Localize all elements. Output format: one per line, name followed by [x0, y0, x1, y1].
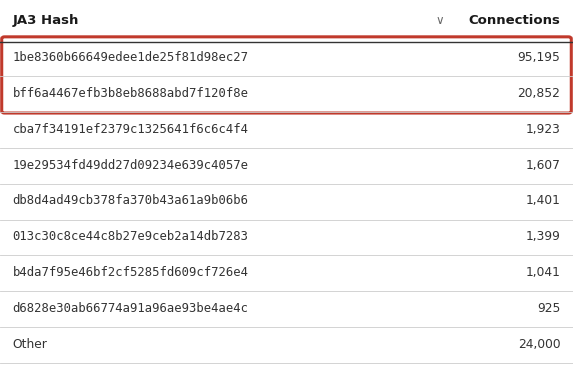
Text: bff6a4467efb3b8eb8688abd7f120f8e: bff6a4467efb3b8eb8688abd7f120f8e — [13, 87, 249, 100]
Text: 1,041: 1,041 — [525, 266, 560, 279]
Text: 24,000: 24,000 — [518, 338, 560, 351]
Text: b4da7f95e46bf2cf5285fd609cf726e4: b4da7f95e46bf2cf5285fd609cf726e4 — [13, 266, 249, 279]
Text: 013c30c8ce44c8b27e9ceb2a14db7283: 013c30c8ce44c8b27e9ceb2a14db7283 — [13, 230, 249, 243]
Text: ∨: ∨ — [435, 14, 444, 27]
Text: Connections: Connections — [469, 14, 560, 27]
Text: db8d4ad49cb378fa370b43a61a9b06b6: db8d4ad49cb378fa370b43a61a9b06b6 — [13, 194, 249, 208]
Text: JA3 Hash: JA3 Hash — [13, 14, 79, 27]
Text: 95,195: 95,195 — [517, 51, 560, 64]
Text: 1be8360b66649edee1de25f81d98ec27: 1be8360b66649edee1de25f81d98ec27 — [13, 51, 249, 64]
Text: 1,401: 1,401 — [525, 194, 560, 208]
Text: 1,399: 1,399 — [525, 230, 560, 243]
Text: 925: 925 — [537, 302, 560, 315]
Text: d6828e30ab66774a91a96ae93be4ae4c: d6828e30ab66774a91a96ae93be4ae4c — [13, 302, 249, 315]
Text: 19e29534fd49dd27d09234e639c4057e: 19e29534fd49dd27d09234e639c4057e — [13, 158, 249, 172]
Text: 1,923: 1,923 — [525, 122, 560, 136]
Text: 1,607: 1,607 — [525, 158, 560, 172]
Text: cba7f34191ef2379c1325641f6c6c4f4: cba7f34191ef2379c1325641f6c6c4f4 — [13, 122, 249, 136]
Text: Other: Other — [13, 338, 48, 351]
Text: 20,852: 20,852 — [517, 87, 560, 100]
